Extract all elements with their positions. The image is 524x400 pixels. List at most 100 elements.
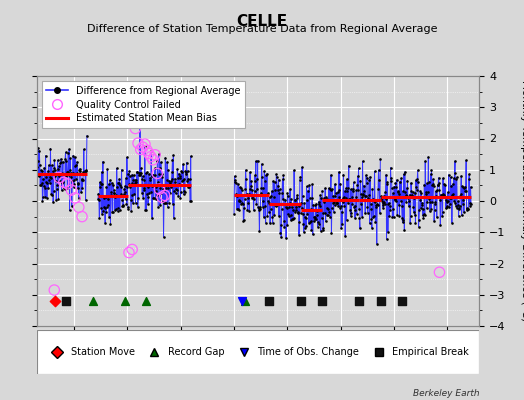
Point (242, 191, 250, 198)
Point (402, 185, 411, 191)
Point (316, 228, 325, 234)
Point (135, 170, 143, 177)
Point (387, 178, 395, 184)
Point (340, 203, 348, 210)
Point (52, 186, 61, 192)
Point (274, 182, 282, 189)
Point (355, 206, 363, 213)
Point (178, 178, 187, 184)
Point (125, 181, 133, 188)
Point (160, 200, 168, 206)
Point (408, 194, 416, 200)
Point (450, 170, 458, 176)
Point (304, 188, 312, 194)
Point (264, 198, 272, 204)
Point (160, 192, 169, 198)
Point (230, 210, 238, 217)
Point (60, 179, 68, 186)
Point (463, 205, 471, 212)
Point (458, 183, 466, 190)
Point (171, 178, 179, 185)
Point (165, 200, 173, 206)
Point (121, 189, 129, 195)
Point (45, 162, 53, 168)
Point (447, 182, 456, 189)
Point (116, 207, 124, 214)
Point (389, 190, 397, 196)
Point (432, 188, 440, 194)
Point (419, 214, 428, 221)
Point (73, 158, 81, 165)
Point (409, 189, 417, 195)
Point (53, 157, 62, 164)
Point (342, 195, 350, 201)
Point (172, 185, 181, 192)
Point (427, 171, 435, 177)
Point (270, 179, 279, 185)
Point (124, 171, 133, 177)
Point (435, 269, 444, 276)
Point (462, 188, 470, 194)
Point (62, 172, 70, 179)
Point (374, 167, 383, 173)
Point (456, 193, 465, 199)
Point (251, 178, 259, 184)
Point (338, 221, 346, 227)
Point (102, 194, 110, 200)
Point (441, 182, 450, 188)
Point (67, 170, 75, 176)
Point (244, 194, 252, 201)
Point (460, 209, 468, 216)
Point (319, 225, 328, 231)
Point (381, 196, 390, 202)
Point (354, 173, 362, 179)
Point (65, 146, 73, 152)
Point (63, 169, 72, 176)
Point (236, 197, 245, 204)
Point (144, 200, 152, 207)
Point (310, 214, 319, 220)
Point (284, 211, 292, 218)
Point (60, 184, 69, 191)
Point (145, 170, 153, 177)
Point (324, 185, 333, 192)
Point (442, 204, 451, 211)
Point (235, 206, 243, 213)
Point (101, 204, 109, 211)
Point (443, 202, 451, 209)
Point (423, 180, 431, 187)
Point (458, 200, 467, 207)
Point (312, 207, 321, 214)
Point (255, 204, 263, 211)
Point (37, 180, 46, 186)
Point (399, 217, 408, 224)
Point (245, 191, 253, 198)
Point (403, 194, 412, 201)
Point (236, 184, 244, 190)
Point (340, 194, 348, 200)
Point (316, 192, 324, 198)
Point (377, 198, 386, 204)
Point (279, 172, 288, 178)
Point (134, 140, 142, 146)
Point (433, 214, 441, 220)
Point (46, 180, 54, 187)
Point (444, 172, 453, 178)
Point (51, 178, 60, 184)
Point (280, 224, 289, 230)
Point (145, 190, 154, 196)
Point (421, 188, 430, 195)
Point (126, 184, 135, 190)
Point (150, 182, 158, 189)
Point (109, 182, 117, 188)
Point (99, 158, 107, 165)
Point (394, 189, 402, 195)
Point (450, 198, 458, 204)
Point (157, 159, 165, 165)
Point (121, 182, 129, 189)
Point (418, 200, 427, 206)
Point (266, 220, 274, 226)
Point (111, 206, 119, 213)
Point (275, 213, 283, 219)
Point (234, 181, 242, 188)
